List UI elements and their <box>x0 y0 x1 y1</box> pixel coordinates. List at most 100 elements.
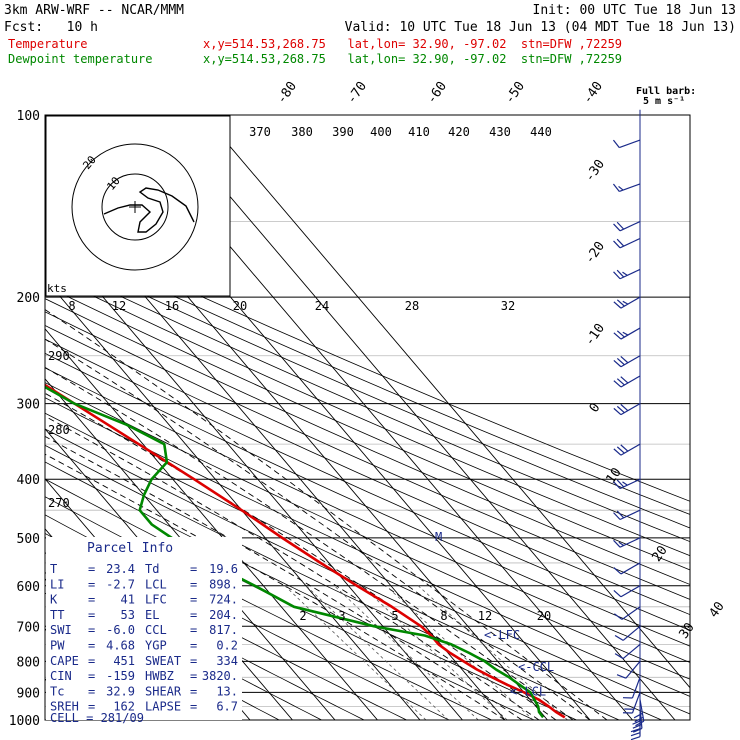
temperature-series-info: x,y=514.53,268.75 lat,lon= 32.90, -97.02… <box>203 37 622 51</box>
parcel-value: -2.7 <box>106 577 135 591</box>
theta-top-label: 410 <box>408 125 430 139</box>
parcel-value: 162 <box>113 700 135 714</box>
wind-barb <box>613 585 641 598</box>
parcel-eq: = <box>88 684 95 698</box>
parcel-eq: = <box>190 700 197 714</box>
parcel-info-panel: Parcel Info T = 23.4 Td = 19.6 LI = -2.7 LCL = 898.… <box>46 537 242 725</box>
theta-e-label: 20 <box>233 299 247 313</box>
isotherm-label: -60 <box>424 79 450 107</box>
barb-legend-line1: Full barb: <box>636 86 696 97</box>
hodograph-trace <box>103 187 195 233</box>
parcel-label: SREH <box>50 700 79 714</box>
dry-adiabat <box>45 235 690 515</box>
wind-barb <box>632 706 643 733</box>
parcel-value: 23.4 <box>106 562 135 576</box>
pressure-tick-label: 900 <box>17 686 40 701</box>
isotherm <box>202 115 690 689</box>
parcel-value: -159 <box>106 669 135 683</box>
dry-adiabat <box>45 325 690 616</box>
wind-barb <box>616 660 641 679</box>
dry-adiabat <box>45 412 690 715</box>
isotherm <box>45 228 463 720</box>
pressure-tick-label: 500 <box>17 532 40 547</box>
theta-top-label: 440 <box>530 125 552 139</box>
isotherm <box>45 278 421 720</box>
theta-e-label: 12 <box>112 299 126 313</box>
parcel-value: 53 <box>121 608 135 622</box>
theta-top-label: 370 <box>249 125 271 139</box>
isotherm <box>45 328 378 720</box>
mixing-ratio-label: 3 <box>338 609 345 623</box>
parcel-eq: = <box>190 577 197 591</box>
dry-adiabat <box>45 311 690 600</box>
wind-barb <box>613 375 641 388</box>
parcel-value: 204. <box>209 608 238 622</box>
mixing-ratio-label: 5 <box>391 609 398 623</box>
dry-adiabat <box>45 382 690 680</box>
wind-barb <box>613 403 641 416</box>
parcel-row: SREH = 162 LAPSE = 6.7 <box>50 700 238 714</box>
isotherm-label: -40 <box>580 79 606 107</box>
isotherm <box>160 115 676 720</box>
mixing-ratio-label: 12 <box>478 609 492 623</box>
wind-barb <box>614 625 641 641</box>
parcel-label: K <box>50 593 58 607</box>
mixing-ratio-label: 20 <box>537 609 551 623</box>
parcel-value: 817. <box>209 623 238 637</box>
wind-barb <box>613 443 641 456</box>
parcel-eq: = <box>190 608 197 622</box>
moist-adiabat <box>45 309 608 720</box>
dewpoint-series-info: x,y=514.53,268.75 lat,lon= 32.90, -97.02… <box>203 52 622 66</box>
parcel-eq: = <box>88 577 95 591</box>
parcel-label: CAPE <box>50 654 79 668</box>
parcel-label: LI <box>50 577 64 591</box>
parcel-label: CCL <box>145 623 167 637</box>
parcel-label: EL <box>145 608 159 622</box>
theta-top-label: 400 <box>370 125 392 139</box>
theta-e-label: 28 <box>405 299 419 313</box>
forecast-hour: Fcst: 10 h <box>4 20 98 35</box>
mixing-ratio-label: 2 <box>299 609 306 623</box>
parcel-value: 13. <box>216 684 238 698</box>
isotherm-label: 10 <box>603 465 624 486</box>
dewpoint-series-label: Dewpoint temperature <box>8 52 153 66</box>
theta-e-label: 32 <box>501 299 515 313</box>
wind-barb <box>613 327 641 340</box>
parcel-label: Td <box>145 562 159 576</box>
mixing-ratio-line <box>284 585 427 720</box>
parcel-label: LFC <box>145 593 167 607</box>
wind-barb <box>613 268 641 280</box>
moist-adiabat <box>45 415 540 720</box>
temperature-series-label: Temperature <box>8 37 87 51</box>
theta-side-label: 270 <box>48 496 70 510</box>
parcel-row: Tc = 32.9 SHEAR = 13. <box>50 684 238 698</box>
isotherm-label: -70 <box>344 79 370 107</box>
wind-barb <box>622 692 641 714</box>
parcel-eq: = <box>190 623 197 637</box>
isotherm-label: -10 <box>582 321 608 349</box>
parcel-label: SWI <box>50 623 72 637</box>
isotherm-label: 30 <box>676 620 697 641</box>
parcel-label: SHEAR <box>145 684 182 698</box>
dry-adiabat <box>45 397 690 697</box>
hodograph-units: kts <box>47 282 67 295</box>
parcel-levels: <-LFC <-CCL <-LCL M <box>435 530 554 699</box>
theta-top-label: 420 <box>448 125 470 139</box>
parcel-eq: = <box>88 562 95 576</box>
melting-level-marker: M <box>435 530 442 544</box>
parcel-panel-bg <box>46 537 242 720</box>
isotherm-label: 20 <box>649 543 670 564</box>
parcel-label: YGP <box>145 639 167 653</box>
isotherm-label: -30 <box>582 157 608 185</box>
init-time: Init: 00 UTC Tue 18 Jun 13 <box>533 3 737 18</box>
theta-e-label: 8 <box>68 299 75 313</box>
moist-adiabat <box>45 338 591 720</box>
parcel-eq: = <box>88 593 95 607</box>
parcel-eq: = <box>190 654 197 668</box>
parcel-label: HWBZ <box>145 669 174 683</box>
pressure-tick-label: 400 <box>17 473 40 488</box>
parcel-row: TT = 53 EL = 204. <box>50 608 238 622</box>
dewpoint-profile <box>45 385 545 719</box>
dry-adiabat <box>45 285 690 571</box>
